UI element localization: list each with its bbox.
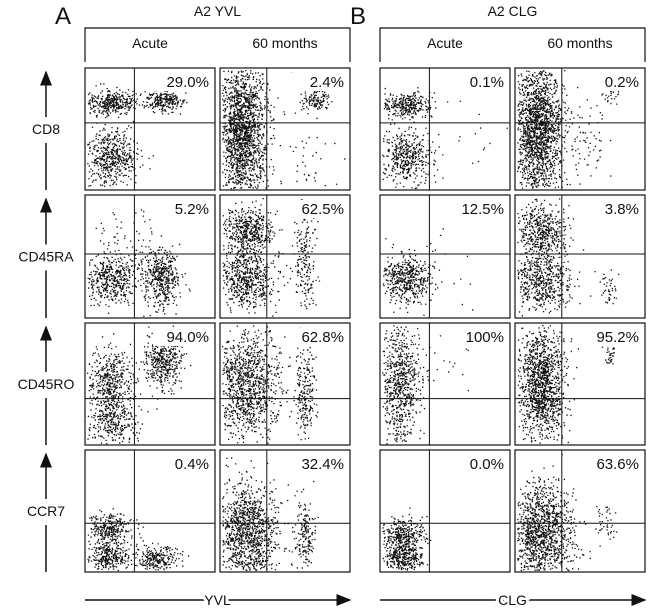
cell-dots [222, 325, 319, 444]
cell-dots [382, 507, 432, 571]
cell-dots [382, 325, 469, 445]
cell-dots [87, 508, 190, 572]
column-label: Acute [132, 35, 168, 51]
label-bg [153, 328, 211, 346]
cell-dots [222, 70, 346, 190]
dot-plot: 94.0% [84, 322, 216, 446]
header-bracket [84, 27, 351, 62]
label-bg [583, 328, 641, 346]
panel-title: A2 YVL [194, 3, 241, 19]
dot-plot: 63.6% [514, 449, 646, 573]
percentage: 5.2% [175, 201, 209, 218]
row-label: CD45RA [18, 249, 74, 265]
percentage: 63.6% [596, 456, 639, 473]
row-label: CD8 [32, 121, 60, 137]
cell-dots [382, 200, 487, 316]
dot-plot: 0.2% [514, 67, 646, 191]
label-bg [448, 200, 506, 218]
percentage: 29.0% [166, 74, 209, 91]
label-bg [153, 200, 211, 218]
column-label: 60 months [252, 35, 317, 51]
x-axis-label: YVL [204, 592, 231, 608]
cell-dots [517, 454, 618, 572]
label-bg [288, 73, 346, 91]
label-bg [583, 73, 641, 91]
percentage: 62.5% [301, 201, 344, 218]
dot-plot: 62.5% [219, 194, 351, 319]
cell-dots [87, 83, 188, 187]
x-axis-label: CLG [498, 592, 527, 608]
label-bg [583, 455, 641, 473]
cell-dots [517, 70, 625, 189]
label-bg [153, 455, 211, 473]
percentage: 2.4% [310, 74, 344, 91]
label-bg [448, 73, 506, 91]
label-bg [448, 455, 506, 473]
dot-plot: 3.8% [514, 194, 646, 319]
dot-plot: 32.4% [219, 449, 351, 573]
percentage: 0.2% [605, 74, 639, 91]
dot-plot: 0.1% [379, 67, 511, 191]
percentage: 32.4% [301, 456, 344, 473]
percentage: 94.0% [166, 329, 209, 346]
label-bg [288, 455, 346, 473]
percentage: 95.2% [596, 329, 639, 346]
column-label: 60 months [547, 35, 612, 51]
panel-title: A2 CLG [488, 3, 538, 19]
percentage: 0.0% [470, 456, 504, 473]
dot-plot: 5.2% [84, 194, 216, 319]
dot-plot: 2.4% [219, 67, 351, 191]
row-label: CD45RO [18, 376, 75, 392]
cell-dots [222, 457, 319, 572]
cell-dots [87, 325, 192, 445]
cell-dots [222, 198, 321, 317]
label-bg [153, 73, 211, 91]
dot-plot: 62.8% [219, 322, 351, 446]
percentage: 62.8% [301, 329, 344, 346]
panel-letter: B [350, 3, 366, 30]
row-label: CCR7 [27, 503, 65, 519]
dot-plot: 95.2% [514, 322, 646, 446]
percentage: 3.8% [605, 201, 639, 218]
percentage: 12.5% [461, 201, 504, 218]
percentage: 0.1% [470, 74, 504, 91]
label-bg [583, 200, 641, 218]
panel-letter: A [55, 3, 71, 30]
dot-plot: 100% [379, 322, 511, 446]
percentage: 100% [466, 329, 504, 346]
label-bg [288, 328, 346, 346]
cell-dots [87, 209, 191, 317]
dot-plot: 29.0% [84, 67, 216, 191]
dot-plot: 0.4% [84, 449, 216, 573]
percentage: 0.4% [175, 456, 209, 473]
label-bg [448, 328, 506, 346]
label-bg [288, 200, 346, 218]
dot-plot: 12.5% [379, 194, 511, 319]
dot-plot: 0.0% [379, 449, 511, 573]
cell-dots [517, 325, 615, 444]
column-label: Acute [427, 35, 463, 51]
header-bracket [379, 27, 646, 62]
